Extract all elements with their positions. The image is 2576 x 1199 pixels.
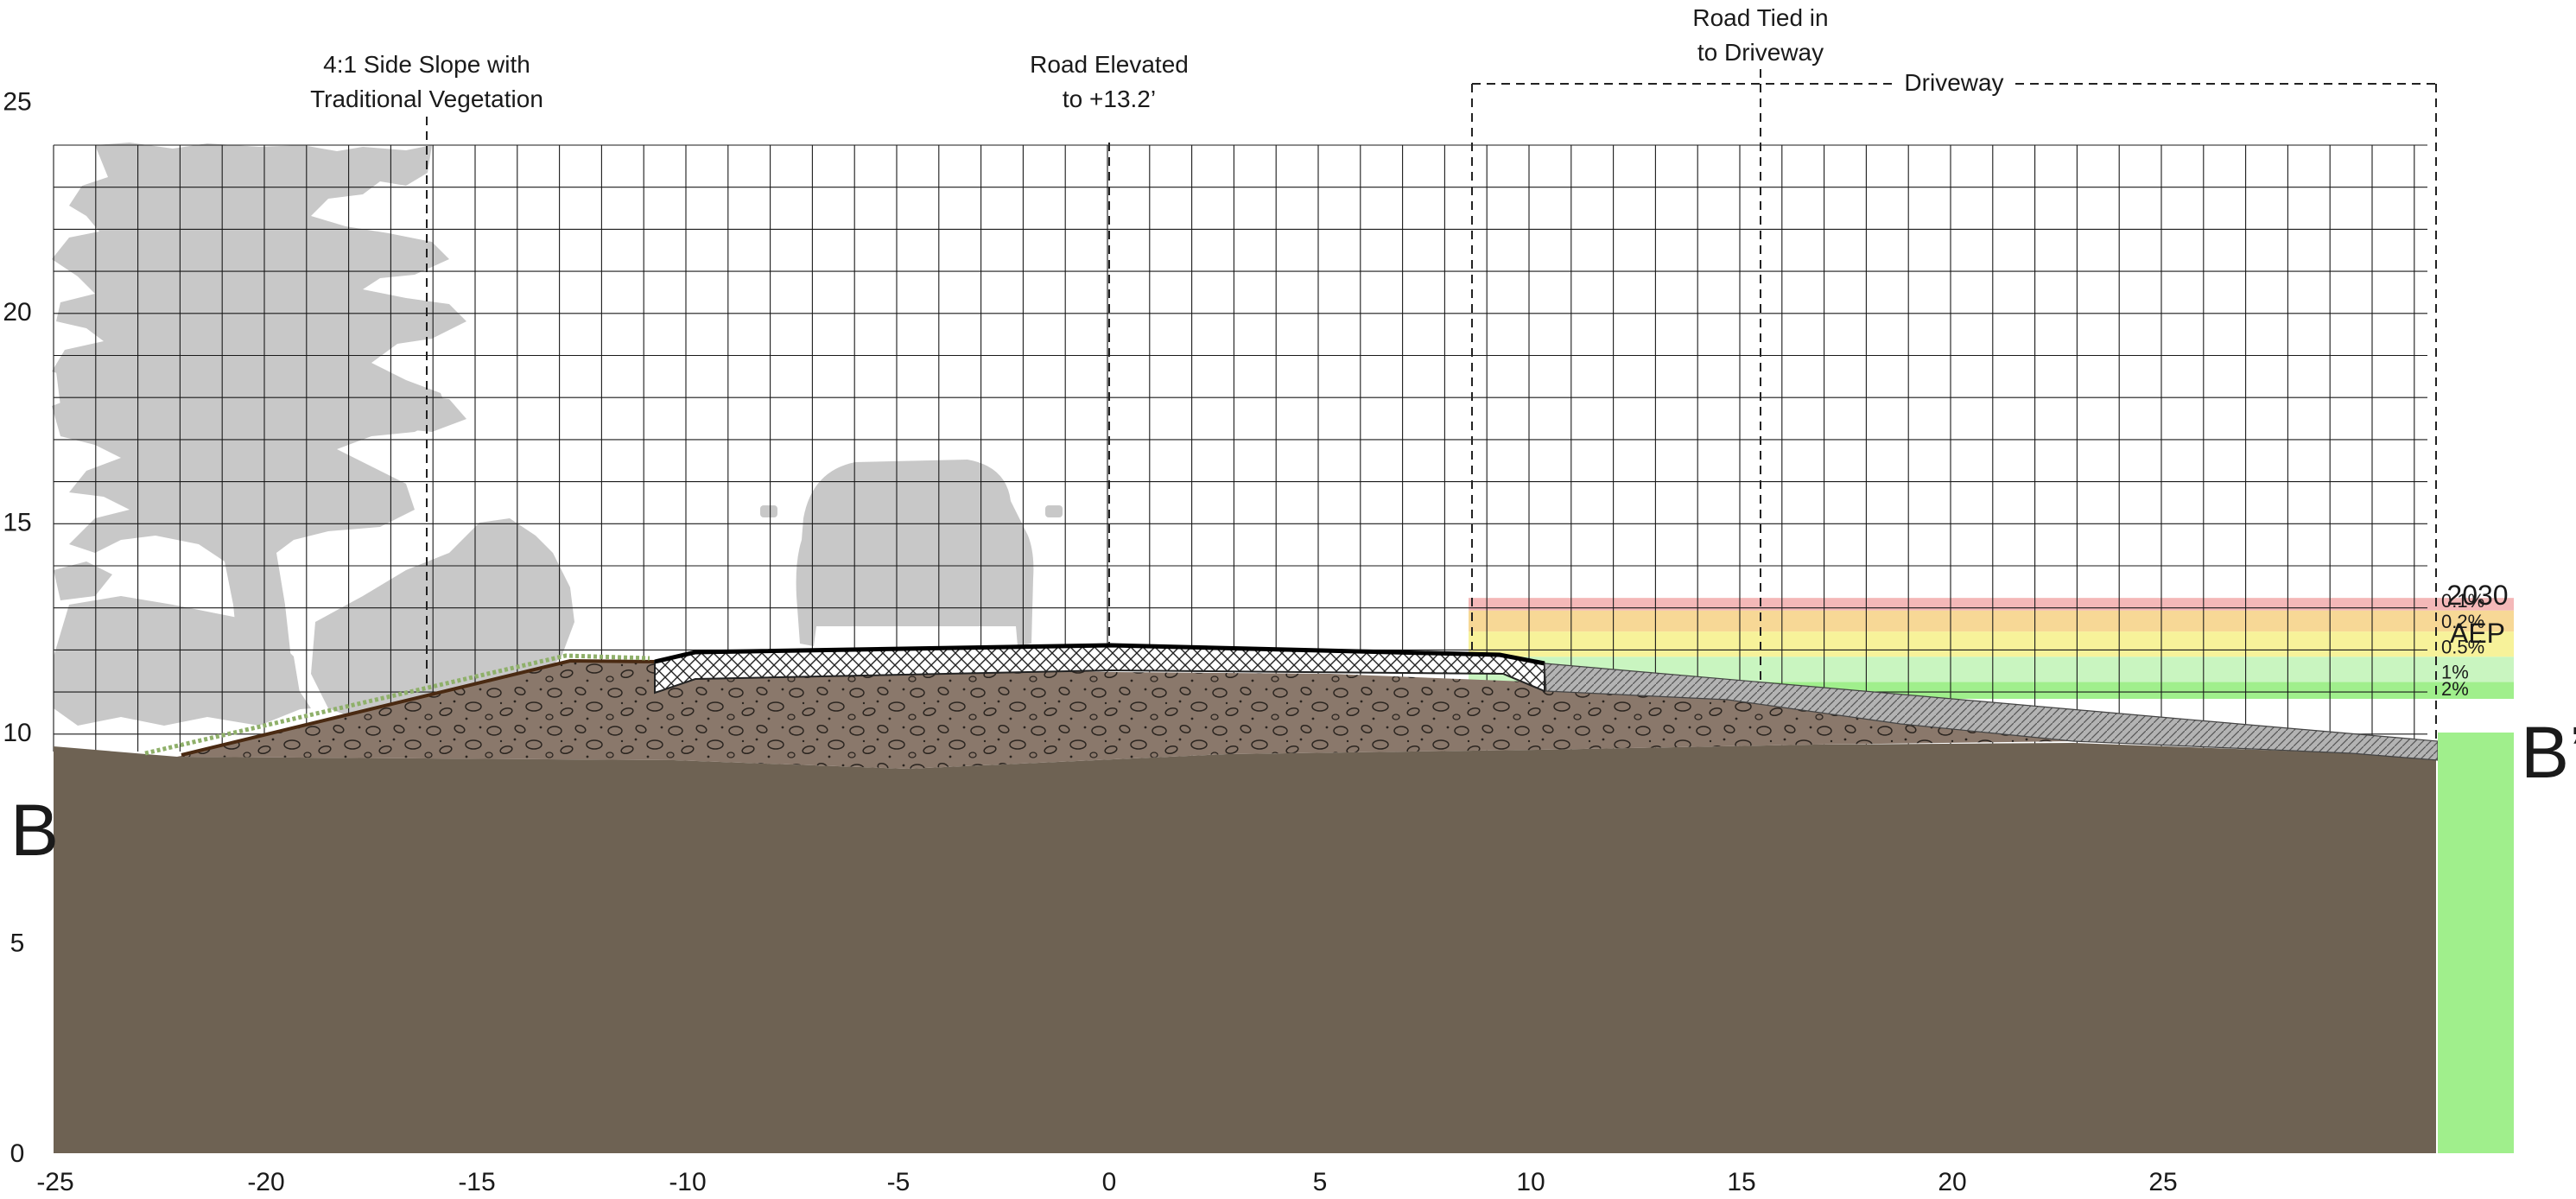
- x-tick-label: -25: [36, 1168, 73, 1195]
- road-tied-label-line2: to Driveway: [1697, 39, 1824, 66]
- section-end-label: B’: [2521, 712, 2576, 793]
- x-axis-ticks: -25 -20 -15 -10 -5 0 5 10 15 20 25: [36, 1168, 2177, 1196]
- side-slope-label-line1: 4:1 Side Slope with: [323, 51, 530, 78]
- aep-band-label: 0.5%: [2441, 636, 2484, 657]
- x-tick-label: 15: [1727, 1168, 1755, 1195]
- aep-band-labels: 0.1%0.2% 0.5% 1%2%: [2441, 590, 2484, 700]
- driveway-label: Driveway: [1904, 69, 2003, 96]
- aep-band-label: 1%: [2441, 662, 2469, 683]
- existing-ground: [54, 743, 2436, 1153]
- y-tick-label: 0: [10, 1139, 25, 1168]
- x-tick-label: 10: [1516, 1168, 1545, 1195]
- x-tick-label: 20: [1938, 1168, 1966, 1195]
- annotation-leaders: [426, 69, 2437, 743]
- road-elevated-label-line1: Road Elevated: [1030, 51, 1189, 78]
- x-tick-label: -10: [669, 1168, 706, 1195]
- topsoil-layer: [181, 658, 657, 757]
- x-tick-label: 25: [2148, 1168, 2177, 1195]
- x-tick-label: -20: [247, 1168, 284, 1195]
- y-tick-label: 20: [3, 298, 31, 327]
- x-tick-label: 5: [1313, 1168, 1328, 1195]
- road-tied-label-line1: Road Tied in: [1692, 4, 1828, 31]
- side-slope-label-line2: Traditional Vegetation: [310, 86, 543, 112]
- aep-band-label: 0.1%: [2441, 590, 2484, 612]
- x-tick-label: -5: [887, 1168, 910, 1195]
- y-tick-label: 10: [3, 719, 31, 747]
- road-elevated-label-line2: to +13.2’: [1063, 86, 1156, 112]
- x-tick-label: 0: [1102, 1168, 1117, 1195]
- tree-silhouette-icon: [52, 143, 574, 726]
- aep-band-label: 0.2%: [2441, 611, 2484, 632]
- x-tick-label: -15: [458, 1168, 495, 1195]
- road-surface: [654, 643, 1545, 666]
- y-tick-label: 25: [3, 88, 31, 117]
- aep-band: [1469, 631, 2514, 657]
- car-silhouette-icon: [760, 460, 1063, 646]
- aep-band: [1469, 610, 2514, 632]
- section-start-label: B: [10, 790, 59, 871]
- vegetation-strip: [144, 653, 650, 756]
- y-axis-ticks: 0 5 10 15 20 25: [3, 88, 31, 1169]
- driveway-surface: [1544, 663, 2439, 761]
- aep-green-column: [2438, 733, 2514, 1153]
- aep-band: [1469, 598, 2514, 611]
- y-tick-label: 15: [3, 509, 31, 537]
- aep-title: AEP: [2450, 618, 2505, 649]
- aep-year: 2030: [2446, 580, 2508, 611]
- aep-band-label: 2%: [2441, 678, 2469, 700]
- y-tick-label: 5: [10, 929, 25, 958]
